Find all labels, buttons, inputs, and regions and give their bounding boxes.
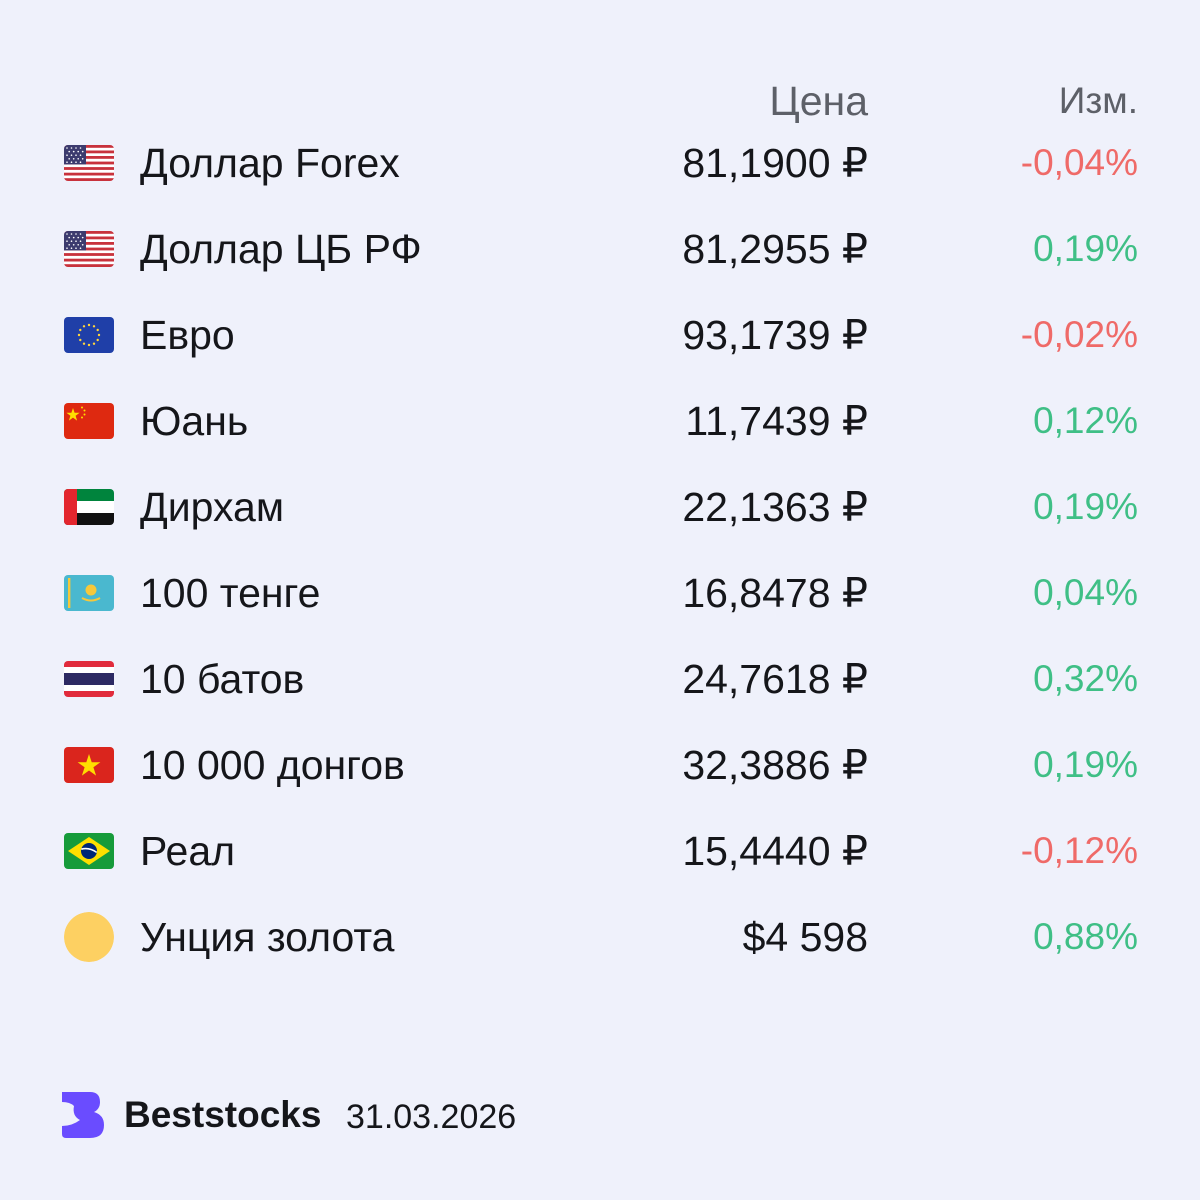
currency-change: -0,12%: [1020, 830, 1138, 871]
currency-name: Доллар ЦБ РФ: [140, 226, 422, 272]
currency-name: 10 000 донгов: [140, 742, 405, 788]
currency-name: Юань: [140, 398, 249, 444]
currency-name: 100 тенге: [140, 570, 321, 616]
brand-name: Beststocks: [124, 1094, 322, 1135]
currency-change: -0,02%: [1020, 314, 1138, 355]
list-item: Дирхам 22,1363 ₽ 0,19%: [0, 464, 1200, 550]
vn-flag-icon: [64, 747, 114, 783]
currency-change: 0,19%: [1033, 486, 1138, 527]
th-flag-icon: [64, 661, 114, 697]
us-flag-icon: [64, 231, 114, 267]
currency-change: 0,19%: [1033, 228, 1138, 269]
currency-name: 10 батов: [140, 656, 305, 702]
currency-change: 0,12%: [1033, 400, 1138, 441]
currency-change: -0,04%: [1020, 142, 1138, 183]
gold-coin-icon: [64, 912, 114, 962]
us-flag-icon: [64, 145, 114, 181]
currency-price: 81,1900 ₽: [682, 140, 868, 186]
beststocks-logo-icon: [60, 1090, 106, 1140]
table-header: Цена Изм.: [0, 58, 1200, 124]
currency-name: Унция золота: [140, 914, 395, 960]
currency-name: Евро: [140, 312, 235, 358]
br-flag-icon: [64, 833, 114, 869]
currency-price: 15,4440 ₽: [682, 828, 868, 874]
currency-name: Доллар Forex: [140, 140, 400, 186]
currency-price: 11,7439 ₽: [685, 398, 868, 444]
currency-price: 93,1739 ₽: [682, 312, 868, 358]
currency-name: Реал: [140, 828, 236, 874]
list-item: Юань 11,7439 ₽ 0,12%: [0, 378, 1200, 464]
currency-name: Дирхам: [140, 484, 285, 530]
list-item: Доллар Forex 81,1900 ₽ -0,04%: [0, 120, 1200, 206]
currency-price: 32,3886 ₽: [682, 742, 868, 788]
currency-price: $4 598: [742, 914, 868, 960]
list-item: Доллар ЦБ РФ 81,2955 ₽ 0,19%: [0, 206, 1200, 292]
currency-change: 0,88%: [1033, 916, 1138, 957]
currency-price: 81,2955 ₽: [682, 226, 868, 272]
currency-price: 24,7618 ₽: [682, 656, 868, 702]
currency-change: 0,32%: [1033, 658, 1138, 699]
currency-change: 0,19%: [1033, 744, 1138, 785]
list-item: Реал 15,4440 ₽ -0,12%: [0, 808, 1200, 894]
list-item: 10 000 донгов 32,3886 ₽ 0,19%: [0, 722, 1200, 808]
list-item: Унция золота $4 598 0,88%: [0, 894, 1200, 980]
eu-flag-icon: [64, 317, 114, 353]
kz-flag-icon: [64, 575, 114, 611]
cn-flag-icon: [64, 403, 114, 439]
currency-change: 0,04%: [1033, 572, 1138, 613]
list-item: 10 батов 24,7618 ₽ 0,32%: [0, 636, 1200, 722]
list-item: 100 тенге 16,8478 ₽ 0,04%: [0, 550, 1200, 636]
list-item: Евро 93,1739 ₽ -0,02%: [0, 292, 1200, 378]
currency-price: 16,8478 ₽: [682, 570, 868, 616]
ae-flag-icon: [64, 489, 114, 525]
change-column-header: Изм.: [1058, 80, 1138, 121]
date-label: 31.03.2026: [346, 1098, 517, 1136]
price-column-header: Цена: [769, 78, 868, 124]
currency-price: 22,1363 ₽: [682, 484, 868, 530]
